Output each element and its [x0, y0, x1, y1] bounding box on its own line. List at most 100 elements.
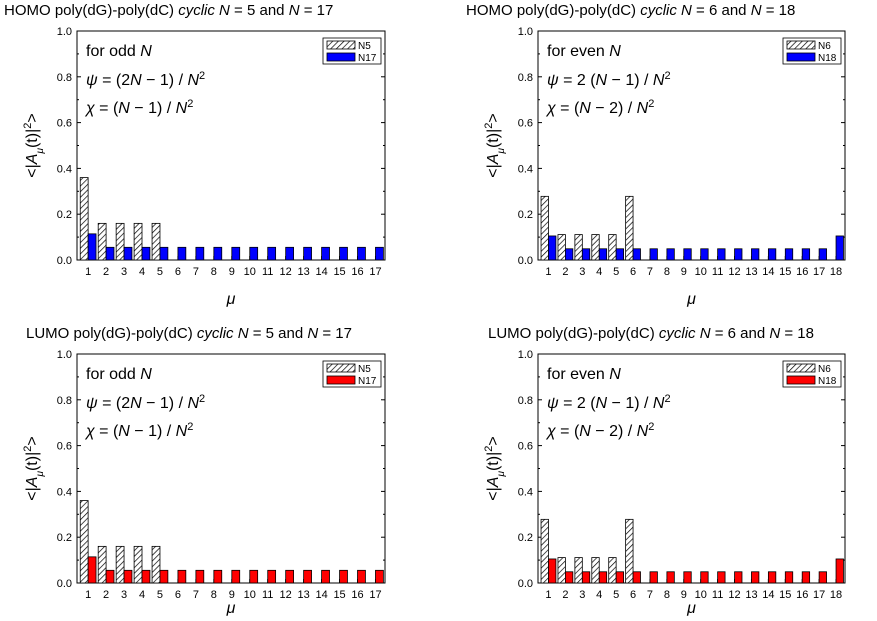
bar-n18-4 [598, 571, 608, 584]
bar-n5-5 [151, 222, 161, 261]
x-tick-label: 2 [562, 266, 568, 278]
x-tick-label: 2 [103, 266, 109, 278]
x-tick-label: 9 [681, 266, 687, 278]
bar-n6-3 [574, 557, 583, 584]
x-tick-label: 2 [562, 589, 568, 601]
bar-n6-2 [557, 557, 566, 584]
legend-label-n17: N17 [358, 53, 377, 64]
bar-n6-6 [625, 518, 634, 584]
bar-n18-17 [818, 571, 827, 584]
y-tick-label: 0.8 [57, 72, 72, 84]
x-tick-label: 15 [779, 589, 791, 601]
bar-n18-16 [801, 571, 811, 584]
bar-n18-3 [581, 248, 591, 261]
bar-n17-6 [177, 246, 187, 261]
bar-n17-12 [285, 246, 294, 261]
legend-label-n18: N18 [818, 53, 837, 64]
x-tick-label: 14 [315, 266, 327, 278]
bar-n6-6 [625, 195, 634, 261]
y-tick-label: 0.0 [57, 578, 72, 590]
x-tick-label: 15 [333, 589, 345, 601]
bar-n18-11 [717, 571, 726, 584]
y-axis-label: <|Aμ(t)|2> [22, 113, 46, 177]
x-tick-label: 4 [596, 589, 602, 601]
legend-label-n18: N18 [818, 376, 837, 387]
x-tick-label: 16 [796, 266, 808, 278]
bar-n5-5 [151, 545, 161, 584]
y-axis-label: <|Aμ(t)|2> [22, 436, 46, 500]
x-tick-label: 17 [369, 266, 381, 278]
x-tick-label: 16 [351, 266, 363, 278]
x-tick-label: 11 [712, 266, 723, 278]
bar-n17-9 [231, 246, 241, 261]
x-tick-label: 4 [596, 266, 602, 278]
bar-n17-5 [159, 569, 169, 584]
bar-n18-10 [700, 248, 709, 261]
bar-n18-13 [751, 248, 760, 261]
annotation-parity: for odd N [86, 43, 152, 60]
bar-n17-8 [213, 569, 223, 584]
x-tick-label: 8 [664, 589, 670, 601]
chart-panel-1: HOMO poly(dG)-poly(dC) cyclic N = 5 and … [4, 2, 386, 308]
x-tick-label: 5 [613, 266, 619, 278]
x-tick-label: 14 [762, 589, 774, 601]
y-tick-label: 0.0 [57, 255, 72, 267]
y-tick-label: 1.0 [57, 26, 72, 38]
x-tick-label: 11 [262, 266, 273, 278]
x-tick-label: 10 [244, 589, 256, 601]
legend-label-n6: N6 [818, 41, 831, 52]
x-tick-label: 8 [664, 266, 670, 278]
x-tick-label: 10 [695, 266, 707, 278]
bar-n6-5 [608, 557, 617, 584]
plot-frame [537, 353, 846, 584]
x-tick-label: 1 [545, 589, 551, 601]
bar-n17-5 [159, 246, 169, 261]
x-tick-label: 7 [647, 589, 653, 601]
chart-panel-3: LUMO poly(dG)-poly(dC) cyclic N = 5 and … [22, 325, 386, 617]
bar-n17-4 [141, 246, 151, 261]
x-tick-label: 15 [779, 266, 791, 278]
x-tick-label: 6 [630, 266, 636, 278]
y-tick-label: 0.0 [518, 255, 533, 267]
x-tick-label: 2 [103, 589, 109, 601]
bar-n18-15 [784, 571, 794, 584]
bar-n17-6 [177, 569, 187, 584]
bar-n18-16 [801, 248, 811, 261]
annotation-chi: χ = (N − 2) / N2 [545, 98, 654, 117]
x-tick-label: 15 [333, 266, 345, 278]
annotation-psi: ψ = 2 (N − 1) / N2 [547, 393, 671, 412]
y-tick-label: 0.8 [518, 395, 533, 407]
bar-n17-11 [267, 569, 277, 584]
bar-n18-2 [565, 571, 574, 584]
annotation-psi: ψ = (2N − 1) / N2 [86, 393, 205, 412]
bar-n5-3 [115, 545, 125, 584]
x-tick-label: 4 [139, 589, 145, 601]
x-tick-label: 12 [728, 589, 740, 601]
bar-n17-16 [357, 569, 366, 584]
bar-n17-15 [339, 569, 348, 584]
bar-n18-5 [615, 571, 624, 584]
bar-n17-14 [321, 569, 330, 584]
bar-n6-4 [591, 234, 600, 261]
bar-n17-13 [303, 569, 312, 584]
bar-n17-15 [339, 246, 348, 261]
x-tick-label: 13 [298, 589, 310, 601]
y-tick-label: 0.2 [57, 209, 72, 221]
x-tick-label: 12 [728, 266, 740, 278]
x-tick-label: 3 [121, 266, 127, 278]
annotation-chi: χ = (N − 1) / N2 [84, 421, 193, 440]
annotation-chi: χ = (N − 2) / N2 [545, 421, 654, 440]
plot-frame [537, 30, 846, 261]
x-tick-label: 5 [157, 266, 163, 278]
chart-panel-4: LUMO poly(dG)-poly(dC) cyclic N = 6 and … [483, 325, 846, 617]
bar-n17-10 [249, 569, 259, 584]
y-tick-label: 1.0 [57, 349, 72, 361]
y-tick-label: 0.0 [518, 578, 533, 590]
x-tick-label: 6 [630, 589, 636, 601]
bar-n6-5 [608, 234, 617, 261]
x-tick-label: 18 [830, 589, 842, 601]
annotation-parity: for even N [547, 366, 621, 383]
bar-n17-2 [105, 569, 115, 584]
legend-label-n5: N5 [358, 364, 371, 375]
